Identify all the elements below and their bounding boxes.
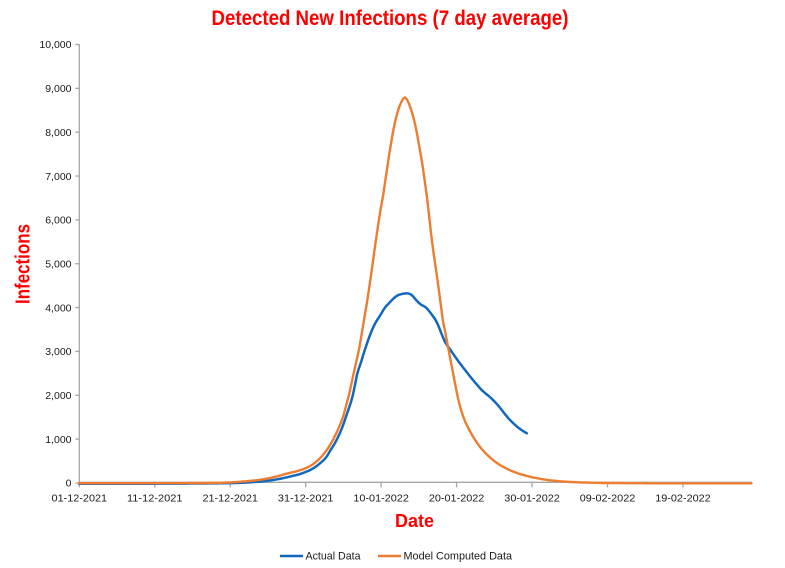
svg-text:9,000: 9,000 — [45, 83, 71, 95]
svg-text:01-12-2021: 01-12-2021 — [52, 492, 108, 504]
svg-text:0: 0 — [66, 478, 72, 490]
svg-text:8,000: 8,000 — [45, 127, 71, 139]
svg-text:09-02-2022: 09-02-2022 — [580, 492, 636, 504]
svg-text:7,000: 7,000 — [45, 171, 71, 183]
svg-text:Actual Data: Actual Data — [306, 551, 361, 563]
svg-text:Date: Date — [395, 510, 434, 531]
svg-text:6,000: 6,000 — [45, 215, 71, 227]
svg-text:21-12-2021: 21-12-2021 — [202, 492, 258, 504]
svg-text:Model Computed Data: Model Computed Data — [404, 551, 513, 563]
svg-text:20-01-2022: 20-01-2022 — [429, 492, 485, 504]
svg-text:Infections: Infections — [13, 224, 35, 304]
svg-text:5,000: 5,000 — [45, 258, 71, 270]
svg-text:30-01-2022: 30-01-2022 — [504, 492, 560, 504]
svg-text:4,000: 4,000 — [45, 302, 71, 314]
svg-text:19-02-2022: 19-02-2022 — [655, 492, 711, 504]
svg-text:31-12-2021: 31-12-2021 — [278, 492, 334, 504]
svg-text:1,000: 1,000 — [45, 434, 71, 446]
svg-text:2,000: 2,000 — [45, 390, 71, 402]
svg-text:10,000: 10,000 — [39, 39, 71, 51]
svg-text:11-12-2021: 11-12-2021 — [127, 492, 183, 504]
svg-text:10-01-2022: 10-01-2022 — [353, 492, 409, 504]
svg-text:3,000: 3,000 — [45, 346, 71, 358]
svg-text:Detected New Infections (7 day: Detected New Infections (7 day average) — [212, 6, 569, 30]
